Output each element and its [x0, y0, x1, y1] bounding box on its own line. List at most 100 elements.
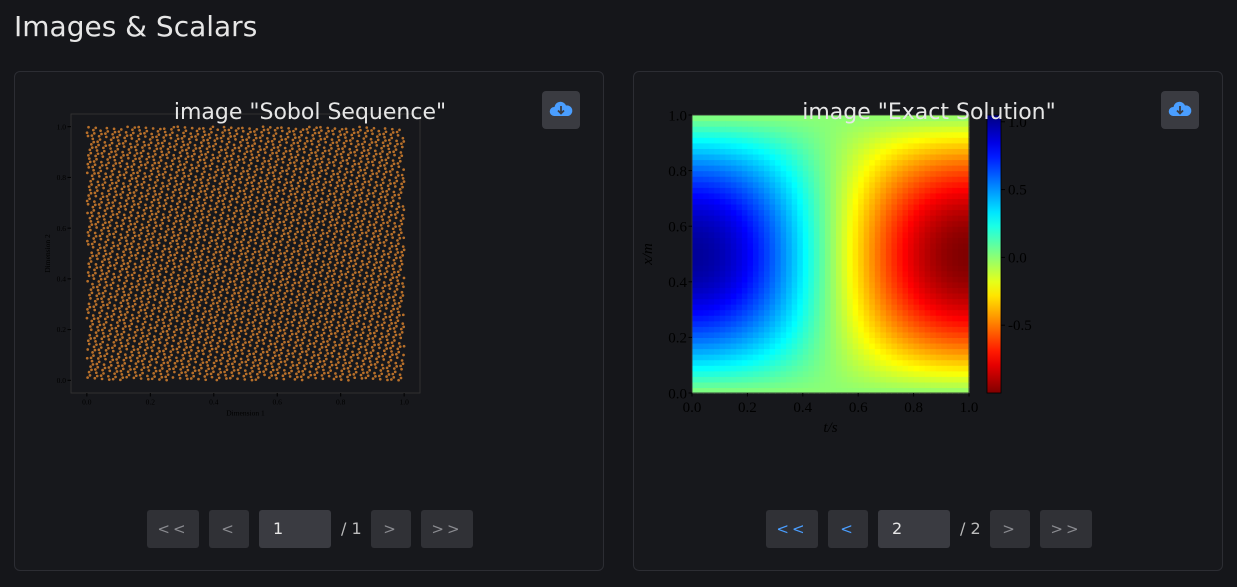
point [233, 215, 237, 218]
point [123, 244, 127, 248]
point [364, 240, 367, 243]
point [230, 197, 234, 201]
point [208, 136, 212, 140]
point [287, 312, 290, 316]
point [119, 378, 122, 382]
page-input[interactable]: 1 [259, 510, 331, 548]
point [109, 215, 113, 219]
point [384, 207, 387, 211]
point [249, 238, 253, 242]
point [294, 264, 298, 267]
point [402, 236, 406, 240]
point [164, 375, 168, 379]
point [344, 127, 348, 131]
point [251, 224, 255, 228]
point [175, 328, 178, 332]
point [377, 355, 381, 359]
point [107, 378, 111, 381]
point [231, 148, 234, 152]
point [264, 250, 268, 254]
point [361, 182, 364, 186]
point [127, 216, 131, 220]
download-button[interactable] [1161, 91, 1199, 129]
point [337, 312, 341, 315]
point [287, 303, 291, 307]
point [207, 133, 211, 136]
point [107, 338, 111, 341]
point [151, 340, 155, 344]
point [365, 126, 369, 129]
point [158, 224, 162, 227]
point [181, 208, 185, 212]
point [209, 127, 212, 131]
point [236, 368, 240, 372]
heat-cell [780, 315, 787, 322]
point [223, 206, 226, 209]
point [239, 298, 242, 301]
point [291, 206, 295, 210]
point [225, 328, 229, 331]
heat-cell [730, 320, 737, 327]
point [163, 139, 166, 143]
point [289, 261, 293, 264]
heat-cell [741, 220, 748, 227]
point [295, 344, 298, 348]
point [226, 282, 230, 286]
point [401, 136, 405, 140]
heat-cell [775, 320, 782, 327]
point [366, 188, 370, 192]
point [216, 373, 220, 376]
point [246, 326, 249, 330]
heat-cell [741, 315, 748, 322]
point [146, 337, 150, 341]
heat-cell [764, 231, 771, 238]
point [281, 297, 285, 301]
point [302, 304, 305, 308]
heat-cell [719, 254, 726, 261]
point [287, 126, 290, 130]
point [233, 360, 237, 363]
point [282, 337, 285, 341]
heat-cell [714, 137, 721, 144]
point [272, 351, 276, 354]
point [232, 183, 236, 187]
point [359, 225, 362, 228]
point [115, 193, 118, 197]
point [226, 186, 230, 189]
point [350, 133, 354, 137]
point [328, 220, 332, 224]
heat-cell [725, 131, 732, 138]
download-button[interactable] [542, 91, 580, 129]
point [324, 345, 328, 349]
point [118, 161, 122, 165]
point [140, 291, 144, 295]
point [113, 276, 117, 279]
point [373, 266, 377, 270]
heat-cell [747, 187, 754, 194]
heat-cell [719, 370, 726, 377]
point [122, 318, 125, 322]
point [355, 176, 359, 180]
point [323, 217, 327, 221]
point [317, 248, 321, 252]
point [257, 181, 261, 185]
point [112, 244, 116, 248]
point [333, 155, 337, 159]
point [283, 372, 287, 375]
point [280, 351, 283, 355]
point [383, 352, 387, 356]
heat-cell [775, 342, 782, 350]
point [133, 302, 137, 306]
heat-cell [741, 281, 748, 288]
point [248, 372, 252, 375]
point [300, 319, 303, 322]
point [144, 271, 147, 275]
point [293, 377, 297, 381]
point [107, 161, 110, 165]
point [222, 339, 226, 342]
point [249, 198, 252, 202]
point [331, 277, 335, 281]
point [339, 378, 343, 381]
point [286, 163, 290, 167]
point [206, 247, 210, 250]
